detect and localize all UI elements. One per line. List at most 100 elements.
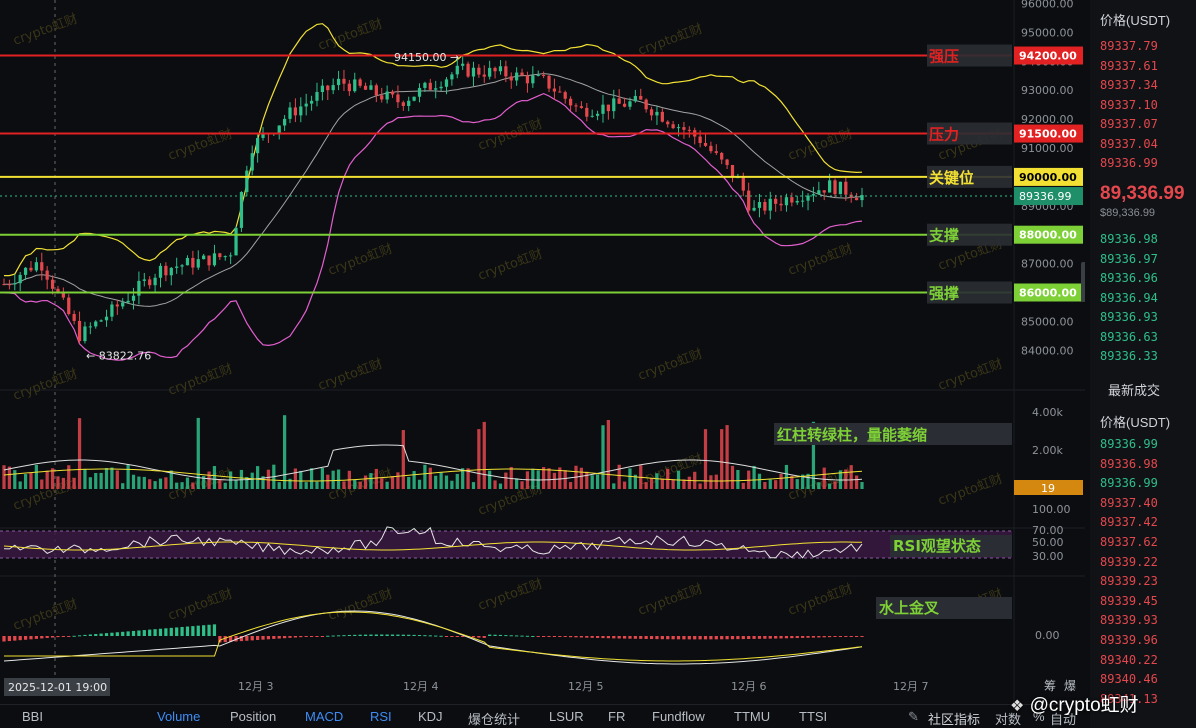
rsi-axis-tick: 50.00: [1032, 536, 1064, 549]
trade-price-row: 89336.99: [1100, 437, 1158, 451]
indicator-tab-爆仓统计[interactable]: 爆仓统计: [468, 712, 521, 727]
candle-body: [169, 267, 173, 276]
log-scale-toggle[interactable]: 对数: [995, 712, 1022, 727]
indicator-tab-macd[interactable]: MACD: [305, 709, 344, 724]
candle-body: [250, 153, 254, 171]
candle-body: [790, 197, 794, 203]
candle-body: [649, 109, 654, 116]
macd-histogram-bar: [579, 636, 584, 638]
candle-body: [277, 125, 281, 134]
price-chart[interactable]: crypto虹财 crypto虹财 crypto虹财 crypto虹财 crypto虹财…: [0, 0, 1085, 704]
macd-histogram-bar: [353, 634, 357, 636]
candle-body: [180, 265, 184, 267]
volume-bar: [29, 472, 33, 489]
watermark-text: crypto虹财: [636, 22, 705, 59]
indicator-tab-kdj[interactable]: KDJ: [418, 709, 443, 724]
indicator-tab-ttmu[interactable]: TTMU: [734, 709, 771, 724]
macd-histogram-bar: [385, 634, 389, 636]
ask-price-row: 89336.99: [1100, 156, 1158, 170]
candle-body: [7, 284, 12, 286]
candle-body: [299, 106, 303, 116]
macd-histogram-bar: [185, 626, 190, 636]
price-axis-scroll-handle[interactable]: [1081, 262, 1085, 302]
volume-bar: [811, 421, 816, 489]
level-price-badge: [1014, 283, 1083, 302]
candle-body: [256, 137, 260, 154]
bid-price-row: 89336.97: [1100, 251, 1158, 266]
candle-body: [83, 326, 87, 342]
volume-bar: [369, 473, 373, 489]
macd-histogram-bar: [272, 636, 276, 639]
rsi-band-fill: [0, 531, 1012, 558]
recent-trades-title[interactable]: 最新成交: [1108, 383, 1161, 398]
candle-body: [104, 316, 109, 321]
indicator-tab-lsur[interactable]: LSUR: [549, 709, 584, 724]
macd-histogram-bar: [714, 636, 718, 640]
percent-toggle[interactable]: %: [1033, 709, 1045, 724]
level-price-text: 91500.00: [1019, 128, 1077, 141]
candle-body: [72, 314, 76, 321]
community-indicator-button[interactable]: 社区指标: [928, 712, 981, 727]
community-indicator-icon[interactable]: ✎: [908, 709, 919, 724]
macd-histogram-bar: [854, 636, 859, 637]
volume-bar: [585, 471, 589, 489]
candle-body: [709, 145, 713, 152]
indicator-tab-volume[interactable]: Volume: [157, 709, 201, 724]
watermark-text: crypto虹财: [936, 472, 1005, 509]
macd-histogram-bar: [309, 636, 314, 637]
auto-scale-toggle[interactable]: 自动: [1050, 712, 1077, 727]
macd-histogram-bar: [121, 631, 125, 636]
macd-histogram-bar: [126, 631, 130, 636]
candle-body: [34, 262, 38, 271]
macd-histogram-bar: [94, 634, 98, 636]
candle-body: [439, 86, 443, 89]
macd-histogram-bar: [639, 636, 643, 639]
volume-bar: [828, 483, 832, 489]
candle-body: [158, 265, 163, 278]
volume-bar: [488, 470, 492, 489]
volume-bar: [568, 482, 573, 489]
candle-body: [293, 107, 298, 116]
middle-band-line: [4, 73, 863, 307]
macd-histogram-bar: [77, 635, 82, 637]
indicator-tab-fundflow[interactable]: Fundflow: [652, 709, 705, 724]
volume-bar: [40, 479, 44, 489]
volume-bar: [439, 472, 443, 489]
macd-note-bg: [876, 597, 1012, 619]
indicator-tab-position[interactable]: Position: [230, 709, 277, 724]
indicator-tab-ttsi[interactable]: TTSI: [799, 709, 828, 724]
volume-bar: [477, 429, 481, 489]
indicator-tab-bbi[interactable]: BBI: [22, 709, 43, 724]
volume-bar: [234, 480, 238, 489]
candle-body: [811, 194, 816, 196]
candle-body: [369, 85, 373, 90]
macd-histogram-bar: [790, 636, 794, 639]
level-price-text: 88000.00: [1019, 229, 1077, 242]
macd-histogram-bar: [304, 636, 308, 637]
macd-histogram-bar: [568, 636, 573, 638]
volume-bar: [817, 482, 821, 489]
macd-histogram-bar: [461, 636, 465, 637]
indicator-tab-rsi[interactable]: RSI: [370, 709, 392, 724]
volume-bar: [104, 468, 109, 489]
ask-price-row: 89337.10: [1100, 97, 1158, 112]
watermark-text: crypto虹财: [11, 367, 80, 404]
volume-bar: [455, 473, 459, 489]
macd-histogram-bar: [256, 636, 260, 641]
volume-bar: [747, 470, 751, 489]
macd-histogram-bar: [374, 634, 378, 636]
volume-bar: [687, 476, 691, 489]
time-axis-tick: 12月 7: [893, 680, 929, 693]
candle-body: [666, 121, 670, 125]
macd-histogram-bar: [703, 636, 708, 640]
watermark-text: crypto虹财: [166, 587, 235, 624]
level-price-badge: [1014, 46, 1083, 65]
brand-text: @crypto虹财: [1029, 695, 1139, 716]
candle-body: [142, 279, 146, 281]
indicator-tab-fr[interactable]: FR: [608, 709, 626, 724]
candle-body: [245, 170, 249, 193]
order-book-panel: 价格(USDT) 89337.79 89337.61 89337.34 89337.1…: [1090, 0, 1196, 728]
candle-body: [88, 326, 92, 328]
ask-price-row: 89337.04: [1100, 136, 1158, 151]
macd-histogram-bar: [401, 634, 405, 636]
